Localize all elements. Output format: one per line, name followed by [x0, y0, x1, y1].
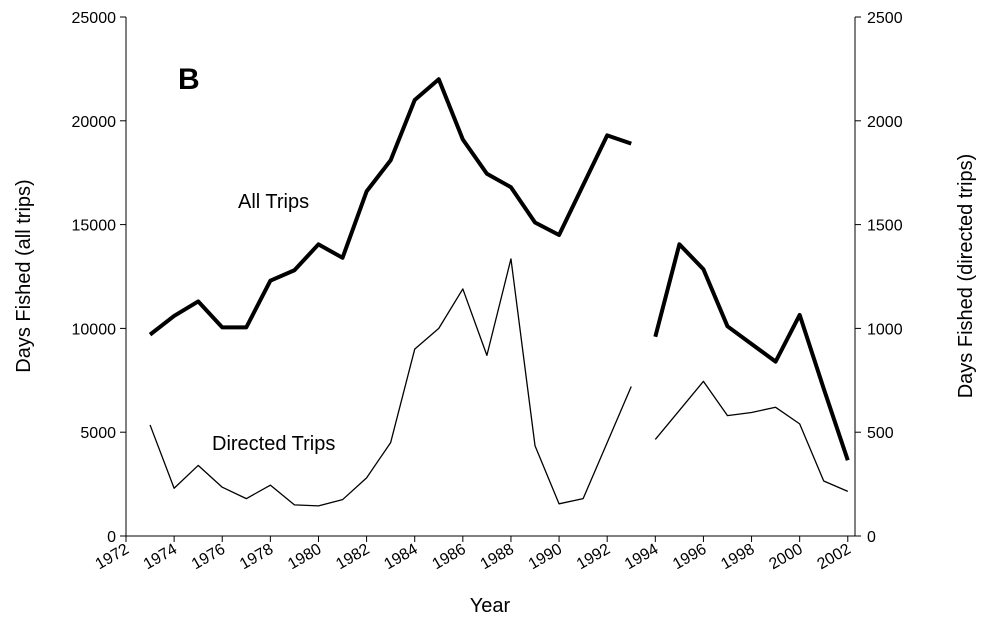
y-tick-label: 0: [107, 529, 116, 546]
x-tick-label: 1998: [718, 541, 757, 574]
y2-tick-label: 0: [867, 529, 876, 546]
x-tick-label: 1978: [237, 541, 276, 574]
x-tick-label: 1988: [478, 541, 517, 574]
series-line: [149, 258, 849, 507]
x-tick-label: 1994: [622, 541, 661, 574]
x-tick-label: 1992: [574, 541, 613, 574]
x-tick-label: 2002: [814, 541, 853, 574]
x-tick-label: 2000: [766, 541, 805, 574]
x-tick-label: 1976: [189, 541, 228, 574]
x-tick-label: 1974: [141, 541, 180, 574]
series-annotation: All Trips: [238, 191, 309, 213]
x-tick-label: 1982: [333, 541, 372, 574]
y2-tick-label: 1500: [867, 218, 903, 235]
y-tick-label: 15000: [72, 218, 117, 235]
x-tick-label: 1986: [430, 541, 469, 574]
y-tick-label: 10000: [72, 321, 117, 338]
x-axis-label: Year: [470, 595, 511, 617]
x-tick-label: 1996: [670, 541, 709, 574]
x-tick-label: 1980: [285, 541, 324, 574]
x-tick-label: 1990: [526, 541, 565, 574]
y-tick-label: 5000: [80, 425, 116, 442]
panel-label: B: [178, 63, 200, 96]
y-tick-label: 20000: [72, 114, 117, 131]
y2-tick-label: 2500: [867, 10, 903, 27]
y2-axis-label: Days Fished (directed trips): [955, 154, 977, 399]
y2-tick-label: 500: [867, 425, 894, 442]
y2-tick-label: 2000: [867, 114, 903, 131]
y-tick-label: 25000: [72, 10, 117, 27]
series-annotation: Directed Trips: [212, 433, 335, 455]
series-line: [148, 77, 850, 461]
y-axis-label: Days Fished (all trips): [13, 179, 35, 372]
y2-tick-label: 1000: [867, 321, 903, 338]
x-tick-label: 1984: [381, 541, 420, 574]
